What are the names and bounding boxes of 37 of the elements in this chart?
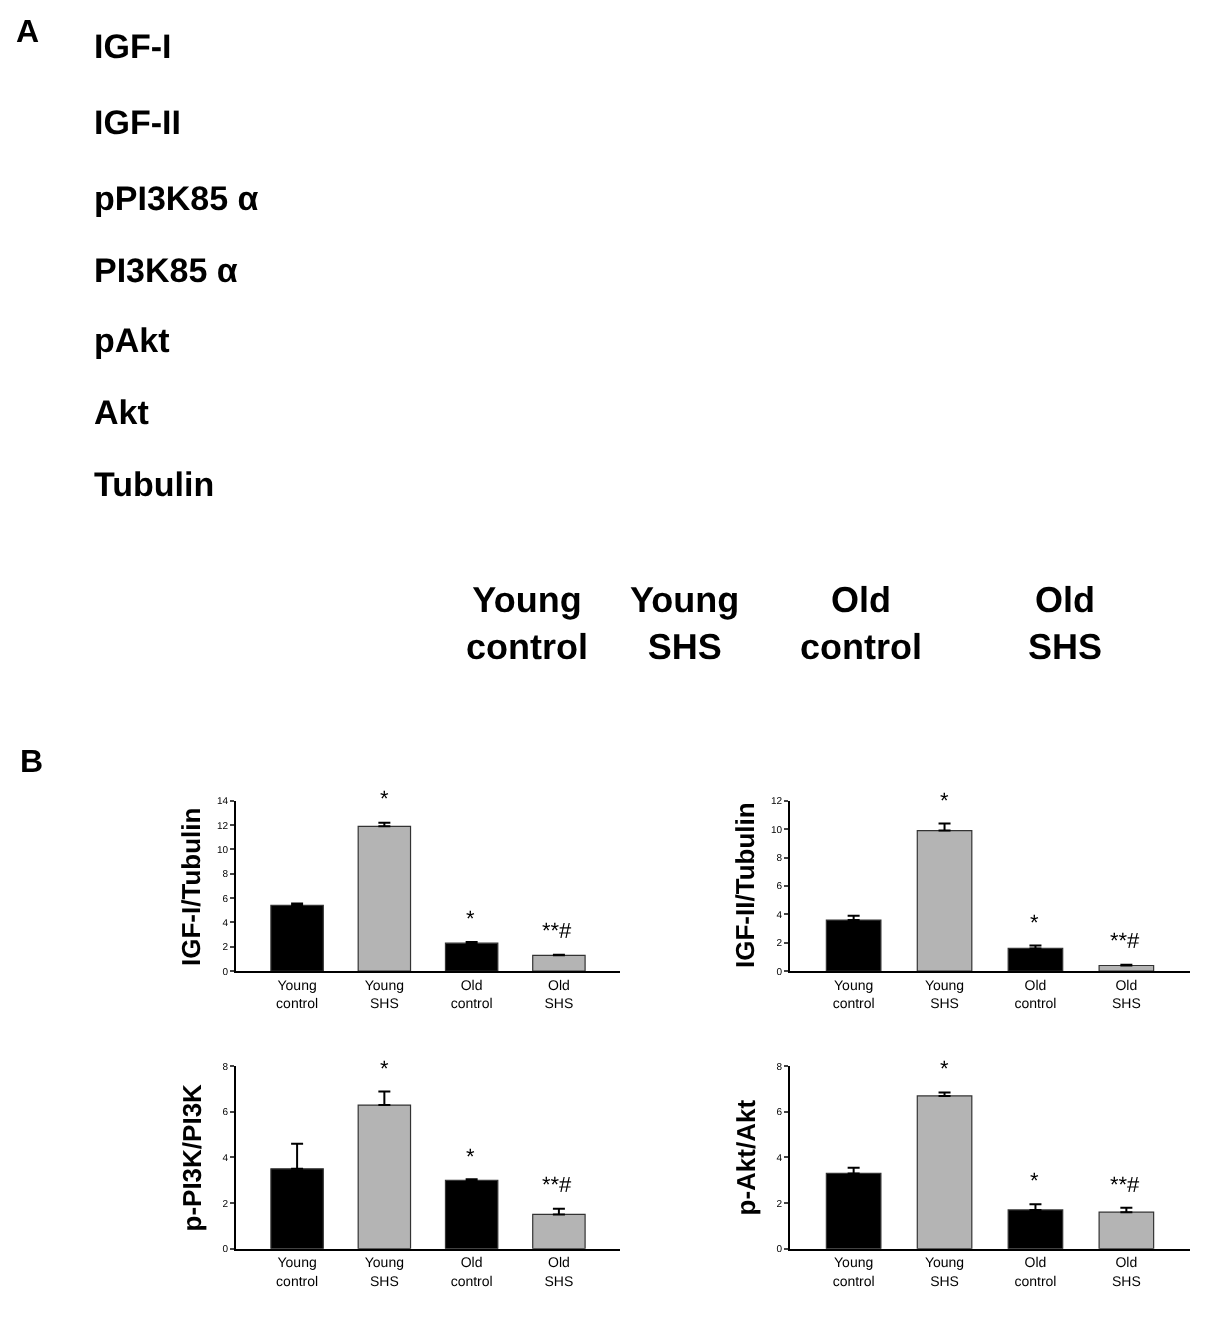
- annotation: *: [466, 1146, 476, 1170]
- bar: [916, 1095, 973, 1249]
- bar: [532, 1213, 586, 1249]
- text: pPI3K85 α: [94, 180, 260, 218]
- annotation: *: [940, 1058, 950, 1082]
- annotation: **#: [542, 920, 574, 944]
- annotation: **#: [1110, 1174, 1142, 1198]
- text: Old SHS: [1028, 580, 1103, 667]
- bar: [532, 954, 586, 972]
- bar: [1098, 964, 1155, 972]
- y-axis-title: p-PI3K/PI3K: [176, 1082, 207, 1232]
- text: Tubulin: [94, 466, 215, 504]
- y-axis-title: IGF-I/Tubulin: [176, 807, 207, 966]
- annotation: *: [380, 1058, 390, 1082]
- y-axis-title: IGF-II/Tubulin: [730, 802, 761, 968]
- annotation: **#: [542, 1174, 574, 1198]
- text: Young SHS: [630, 580, 740, 667]
- bar: [357, 1104, 412, 1249]
- text: Akt: [94, 394, 150, 432]
- text: pAkt: [94, 322, 171, 360]
- annotation: *: [1030, 1170, 1040, 1194]
- annotation: *: [1030, 912, 1040, 936]
- bar: [1098, 1211, 1155, 1249]
- annotation: *: [466, 908, 476, 932]
- annotation: *: [380, 788, 390, 812]
- bar: [916, 829, 973, 972]
- annotation: *: [940, 790, 950, 814]
- bar: [357, 825, 412, 972]
- text: A: [16, 16, 40, 50]
- text: IGF-I: [94, 28, 172, 66]
- annotation: **#: [1110, 930, 1142, 954]
- text: Old control: [800, 580, 922, 667]
- chart-title: B: [20, 746, 44, 780]
- y-axis-title: p-Akt/Akt: [730, 1098, 761, 1216]
- text: IGF-II: [94, 104, 181, 142]
- text: PI3K85 α: [94, 252, 239, 290]
- text: Young control: [466, 580, 588, 667]
